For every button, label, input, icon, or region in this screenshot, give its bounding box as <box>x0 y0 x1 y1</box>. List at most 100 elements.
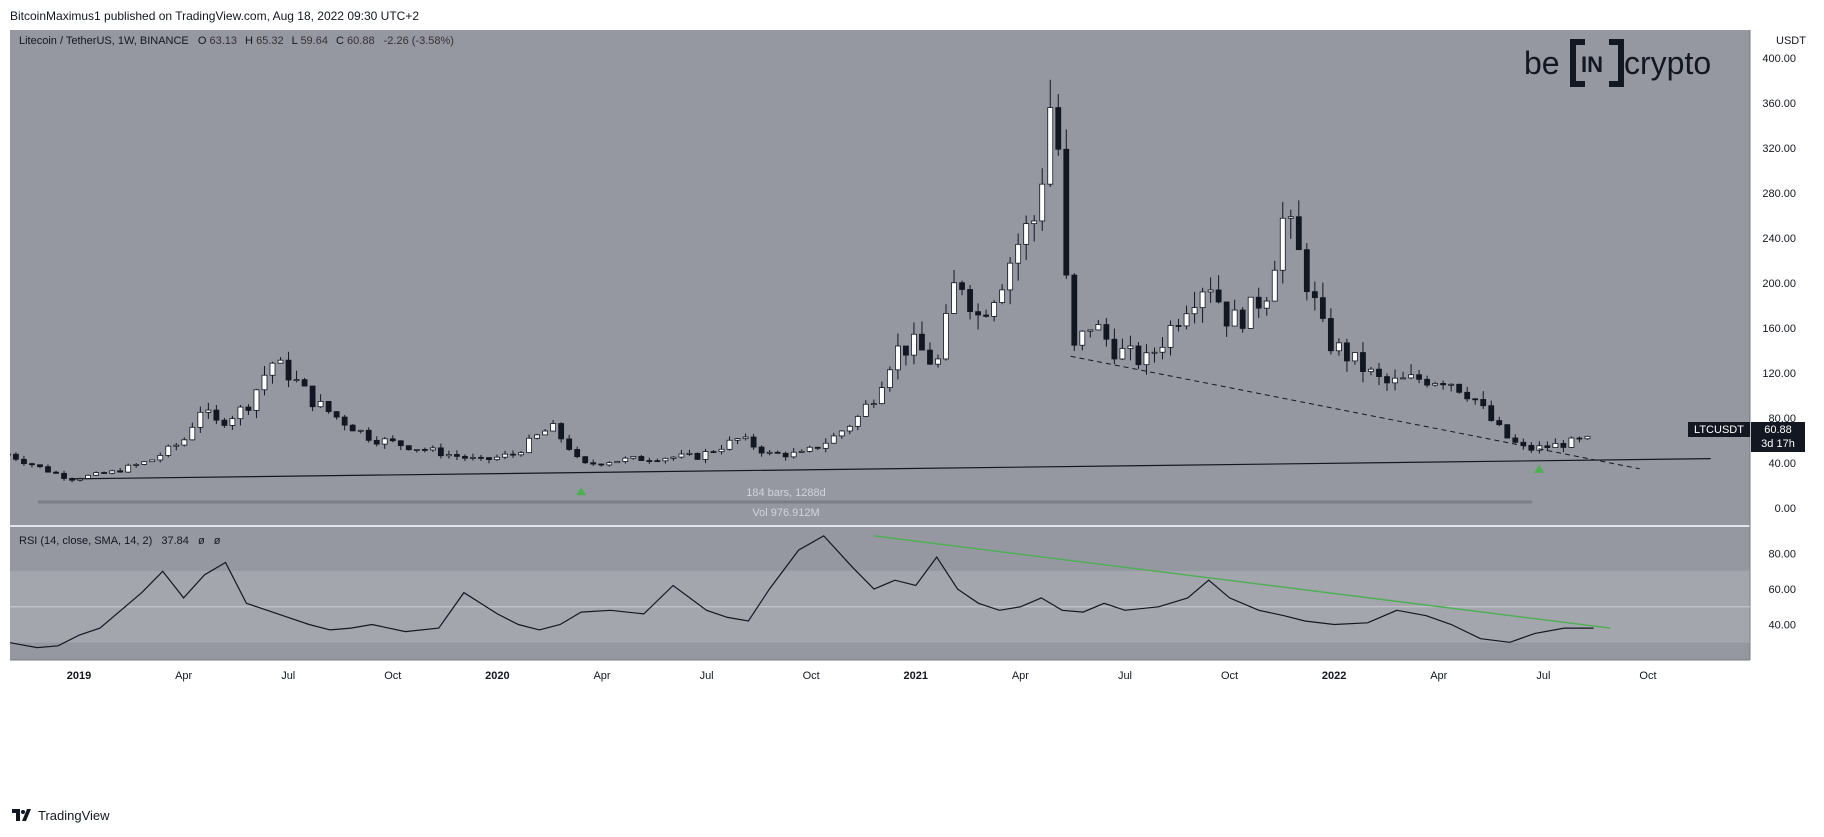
candle-down <box>437 447 444 457</box>
candle-up <box>702 451 709 460</box>
up-arrow-icon <box>576 487 587 496</box>
candle-up <box>181 439 188 446</box>
candle-down <box>301 379 308 387</box>
candle-up <box>1536 445 1543 451</box>
candle-up <box>1095 324 1102 331</box>
candle-up <box>1079 330 1086 346</box>
candle-up <box>1368 368 1374 372</box>
time-tick-label: Jul <box>700 670 714 682</box>
candle-up <box>542 430 549 436</box>
candle-up <box>1400 377 1406 380</box>
candle-up <box>1432 383 1439 386</box>
candle-down <box>486 457 492 461</box>
candle-down <box>333 411 340 418</box>
candle-down <box>1456 383 1463 393</box>
candle-up <box>526 437 532 453</box>
price-axis <box>1750 30 1814 660</box>
candle-up <box>173 444 180 447</box>
legend-symbol: Litecoin / TetherUS, 1W, BINANCE <box>19 35 189 47</box>
time-tick-label: Oct <box>803 670 820 682</box>
legend-open-label: O <box>198 35 207 47</box>
axis-labels: 0.00 40.00 80.00 120.00 160.00 200.00 240.00 28… <box>67 53 1796 682</box>
time-tick-label: Apr <box>1012 670 1029 682</box>
legend-open: 63.13 <box>209 35 237 47</box>
legend-high-label: H <box>245 35 253 47</box>
candle-up <box>1247 296 1254 329</box>
candle-down <box>1255 296 1262 309</box>
candle-down <box>1560 443 1567 448</box>
price-tick-label: 160.00 <box>1762 323 1796 335</box>
candle-down <box>117 470 124 473</box>
candle-down <box>574 449 581 458</box>
price-tag-price-bg <box>1751 422 1805 452</box>
grid-layer <box>10 570 1750 643</box>
candle-up <box>766 451 773 454</box>
rsi-extra-2: ø <box>214 535 221 547</box>
candle-down <box>309 385 316 408</box>
time-tick-label: Oct <box>1639 670 1656 682</box>
candle-up <box>1039 183 1046 222</box>
chart-svg: 0.00 40.00 80.00 120.00 160.00 200.00 240.00 28… <box>5 30 1814 690</box>
candle-down <box>919 333 925 351</box>
candle-up <box>726 439 733 450</box>
time-tick-label: Oct <box>384 670 401 682</box>
rsi-layer <box>7 535 1611 649</box>
candle-up <box>622 457 629 462</box>
candle-up <box>1119 348 1126 360</box>
candle-down <box>21 458 27 465</box>
candle-up <box>1143 352 1150 366</box>
candle-down <box>510 453 516 456</box>
candle-up <box>614 461 621 464</box>
candle-up <box>197 411 204 428</box>
candle-up <box>518 452 524 456</box>
candle-up <box>357 429 364 432</box>
candle-up <box>133 464 140 466</box>
candle-up <box>870 403 877 406</box>
candle-up <box>790 451 797 458</box>
rsi-legend[interactable]: RSI (14, close, SMA, 14, 2) 37.84 ø ø <box>19 535 221 547</box>
candle-up <box>1207 289 1214 293</box>
price-tag-symbol: LTCUSDT <box>1694 424 1744 436</box>
candle-down <box>750 436 757 448</box>
candle-down <box>1464 391 1471 400</box>
rsi-tick-label: 80.00 <box>1768 549 1796 561</box>
price-tick-label: 400.00 <box>1762 53 1796 65</box>
candle-up <box>806 446 813 452</box>
candle-down <box>975 311 981 316</box>
candle-up <box>1167 325 1174 348</box>
candle-up <box>1352 352 1358 362</box>
candle-down <box>959 282 965 290</box>
rsi-tick-label: 60.00 <box>1768 584 1796 596</box>
candle-down <box>1135 345 1142 366</box>
candle-up <box>838 430 845 437</box>
candle-up <box>1047 107 1054 185</box>
candle-up <box>1335 342 1342 352</box>
candle-down <box>638 456 645 461</box>
candle-down <box>1416 374 1422 380</box>
candle-down <box>245 406 252 411</box>
candle-up <box>854 416 861 427</box>
candle-down <box>710 451 717 453</box>
candle-down <box>53 471 59 474</box>
candle-up <box>1159 346 1166 353</box>
candle-down <box>61 472 67 479</box>
tradingview-logo-icon <box>12 809 32 822</box>
rsi-trendline <box>873 535 1611 629</box>
main-legend[interactable]: Litecoin / TetherUS, 1W, BINANCE O 63.13… <box>19 35 454 47</box>
candle-down <box>462 455 468 459</box>
candle-down <box>45 466 51 473</box>
candle-up <box>670 456 677 459</box>
price-label: LTCUSDT 60.88 3d 17h <box>1688 422 1805 452</box>
candle-up <box>1127 345 1134 349</box>
candle-up <box>429 447 436 451</box>
candle-up <box>999 289 1006 303</box>
candle-up <box>149 459 156 463</box>
candle-up <box>734 438 741 441</box>
time-axis <box>10 660 1814 690</box>
rsi-tick-label: 40.00 <box>1768 620 1796 632</box>
rsi-extra-1: ø <box>198 535 205 547</box>
candle-up <box>229 418 236 426</box>
legend-low: 59.64 <box>300 35 328 47</box>
candle-down <box>782 452 789 458</box>
candle-up <box>277 359 284 364</box>
